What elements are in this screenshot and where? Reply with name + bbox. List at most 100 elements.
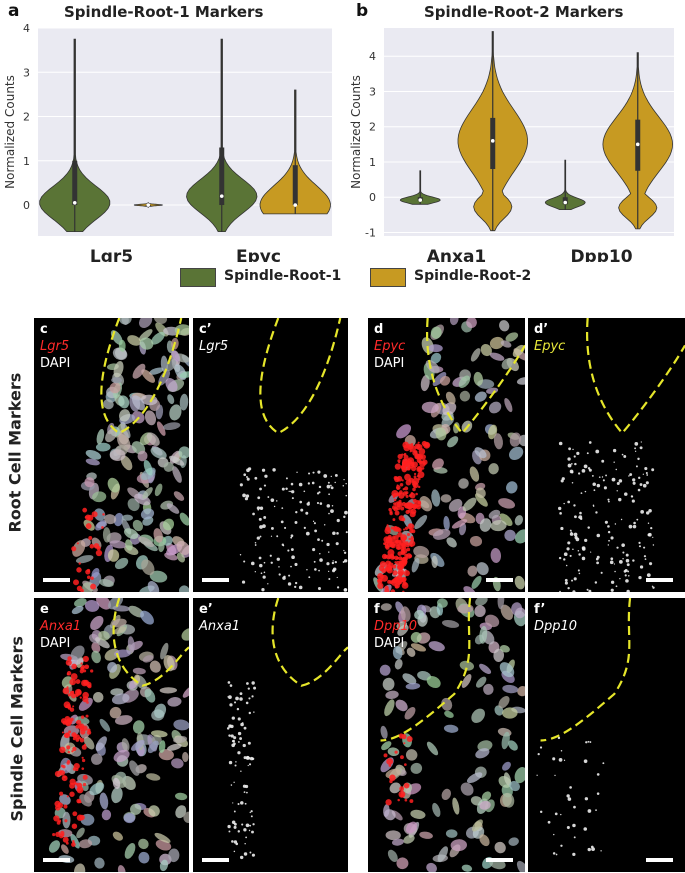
marker-signal [83, 743, 87, 747]
marker-signal [403, 782, 410, 789]
chart-a: 0 1 2 3 4 Normalized Counts Lgr5 Epyc [3, 22, 332, 262]
nucleus [150, 447, 167, 460]
scale-bar [202, 578, 229, 582]
marker-signal [406, 532, 411, 537]
marker-signal [620, 518, 623, 521]
micrograph-image [226, 598, 348, 860]
marker-signal [243, 852, 248, 856]
nucleus [120, 455, 133, 471]
marker-signal [336, 586, 340, 589]
nucleus [505, 332, 519, 342]
marker-signal [400, 755, 404, 760]
micrograph-f: f Dpp10 DAPI [368, 598, 525, 872]
nucleus [512, 344, 525, 357]
nucleus [410, 762, 423, 774]
marker-signal [336, 532, 339, 535]
marker-signal [396, 505, 401, 511]
micrograph-image [48, 598, 189, 872]
nucleus [169, 404, 182, 421]
marker-signal [84, 664, 90, 670]
nucleus [494, 841, 506, 854]
marker-signal [558, 506, 562, 511]
y-tick-label: 1 [369, 156, 376, 169]
marker-signal [608, 539, 610, 542]
marker-signal [413, 472, 417, 476]
marker-signal [587, 740, 590, 743]
marker-signal [386, 567, 393, 574]
violin-median [563, 200, 568, 205]
marker-signal [228, 734, 231, 737]
legend-swatch-root2 [370, 268, 406, 287]
marker-signal [262, 524, 266, 528]
marker-signal [626, 563, 630, 567]
marker-signal [239, 554, 242, 556]
violin-median [490, 139, 495, 143]
micrograph-c-prime: c’ Lgr5 [193, 318, 348, 592]
nucleus [443, 724, 459, 733]
nucleus [499, 513, 513, 527]
marker-signal [409, 511, 416, 518]
marker-signal [563, 552, 568, 557]
marker-signal [589, 741, 592, 743]
marker-signal [618, 559, 623, 564]
marker-signal [330, 486, 334, 490]
nucleus [410, 631, 422, 643]
marker-signal [58, 819, 62, 823]
y-tick-label: 0 [369, 191, 376, 204]
marker-signal [629, 473, 633, 476]
marker-signal [591, 847, 595, 852]
nucleus [95, 637, 110, 649]
marker-signal [624, 574, 627, 577]
nucleus [72, 540, 86, 557]
nucleus [114, 715, 133, 725]
marker-signal [417, 477, 421, 481]
marker-signal [624, 492, 628, 496]
nucleus [432, 372, 447, 387]
marker-signal [228, 830, 231, 833]
marker-signal [409, 492, 416, 499]
micrograph-label: f’ Dpp10 [534, 602, 578, 634]
marker-signal [62, 765, 66, 769]
marker-signal [238, 741, 240, 743]
nucleus [441, 788, 452, 801]
marker-signal [616, 546, 619, 549]
marker-signal [237, 717, 241, 721]
nucleus [475, 748, 490, 759]
marker-signal [327, 481, 330, 484]
marker-signal [595, 557, 599, 561]
marker-signal [397, 528, 402, 533]
marker-signal [317, 470, 321, 474]
marker-signal [596, 773, 600, 776]
marker-signal [623, 455, 627, 458]
micrograph-image [536, 598, 632, 857]
marker-signal [67, 750, 71, 754]
y-tick-label: 4 [23, 22, 30, 35]
marker-signal [86, 575, 91, 580]
marker-signal [342, 561, 345, 563]
marker-signal [345, 531, 348, 534]
marker-signal [403, 454, 409, 460]
marker-signal [547, 820, 551, 824]
violin-box [490, 117, 496, 170]
marker-signal [637, 488, 641, 492]
marker-signal [645, 481, 649, 485]
marker-signal [646, 573, 651, 578]
nucleus [498, 696, 510, 709]
marker-signal [393, 498, 397, 502]
marker-signal [233, 850, 236, 853]
y-tick-label: 3 [23, 66, 30, 79]
marker-signal [245, 701, 249, 705]
marker-signal [401, 479, 404, 482]
marker-signal [649, 562, 653, 566]
marker-signal [251, 830, 254, 834]
nucleus [151, 331, 165, 345]
marker-signal [229, 703, 233, 707]
marker-signal [79, 696, 82, 699]
marker-signal [618, 479, 623, 483]
marker-signal [558, 441, 563, 446]
marker-signal [343, 588, 348, 592]
nucleus [504, 529, 516, 542]
marker-signal [101, 526, 104, 529]
marker-signal [381, 568, 387, 574]
marker-signal [296, 471, 298, 473]
